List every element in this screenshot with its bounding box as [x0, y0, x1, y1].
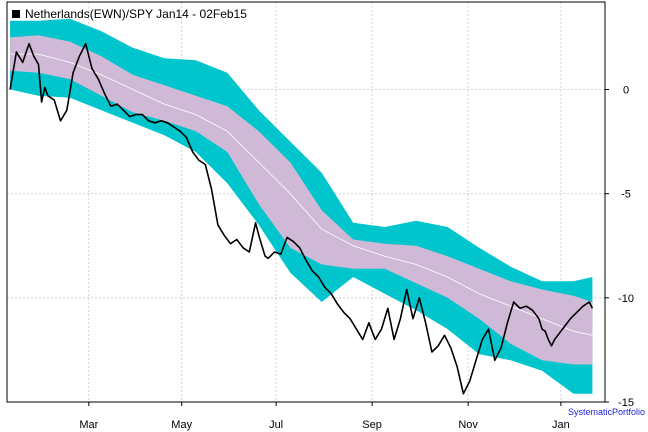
plot-frame [6, 1, 606, 403]
x-tick-label-nov: Nov [458, 419, 478, 431]
x-tick-label-sep: Sep [362, 419, 382, 431]
legend-swatch [12, 10, 20, 18]
inner-band [10, 35, 593, 365]
x-tick-label-jan: Jan [552, 419, 570, 431]
x-tick-label-jul: Jul [269, 419, 283, 431]
y-axis: 0 -5 -10 -15 [605, 85, 634, 409]
mean-line [10, 53, 593, 336]
y-tick-label-neg15: -15 [618, 397, 634, 409]
y-tick-label-0: 0 [623, 85, 629, 97]
x-axis: Mar May Jul Sep Nov Jan [79, 402, 570, 431]
x-tick-label-mar: Mar [79, 419, 98, 431]
credit-label: SystematicPortfolio [568, 407, 645, 417]
x-tick-label-may: May [171, 419, 192, 431]
y-tick-label-neg5: -5 [621, 189, 631, 201]
legend-label: Netherlands(EWN)/SPY Jan14 - 02Feb15 [25, 7, 247, 21]
price-line [9, 42, 594, 395]
y-tick-label-neg10: -10 [618, 293, 634, 305]
